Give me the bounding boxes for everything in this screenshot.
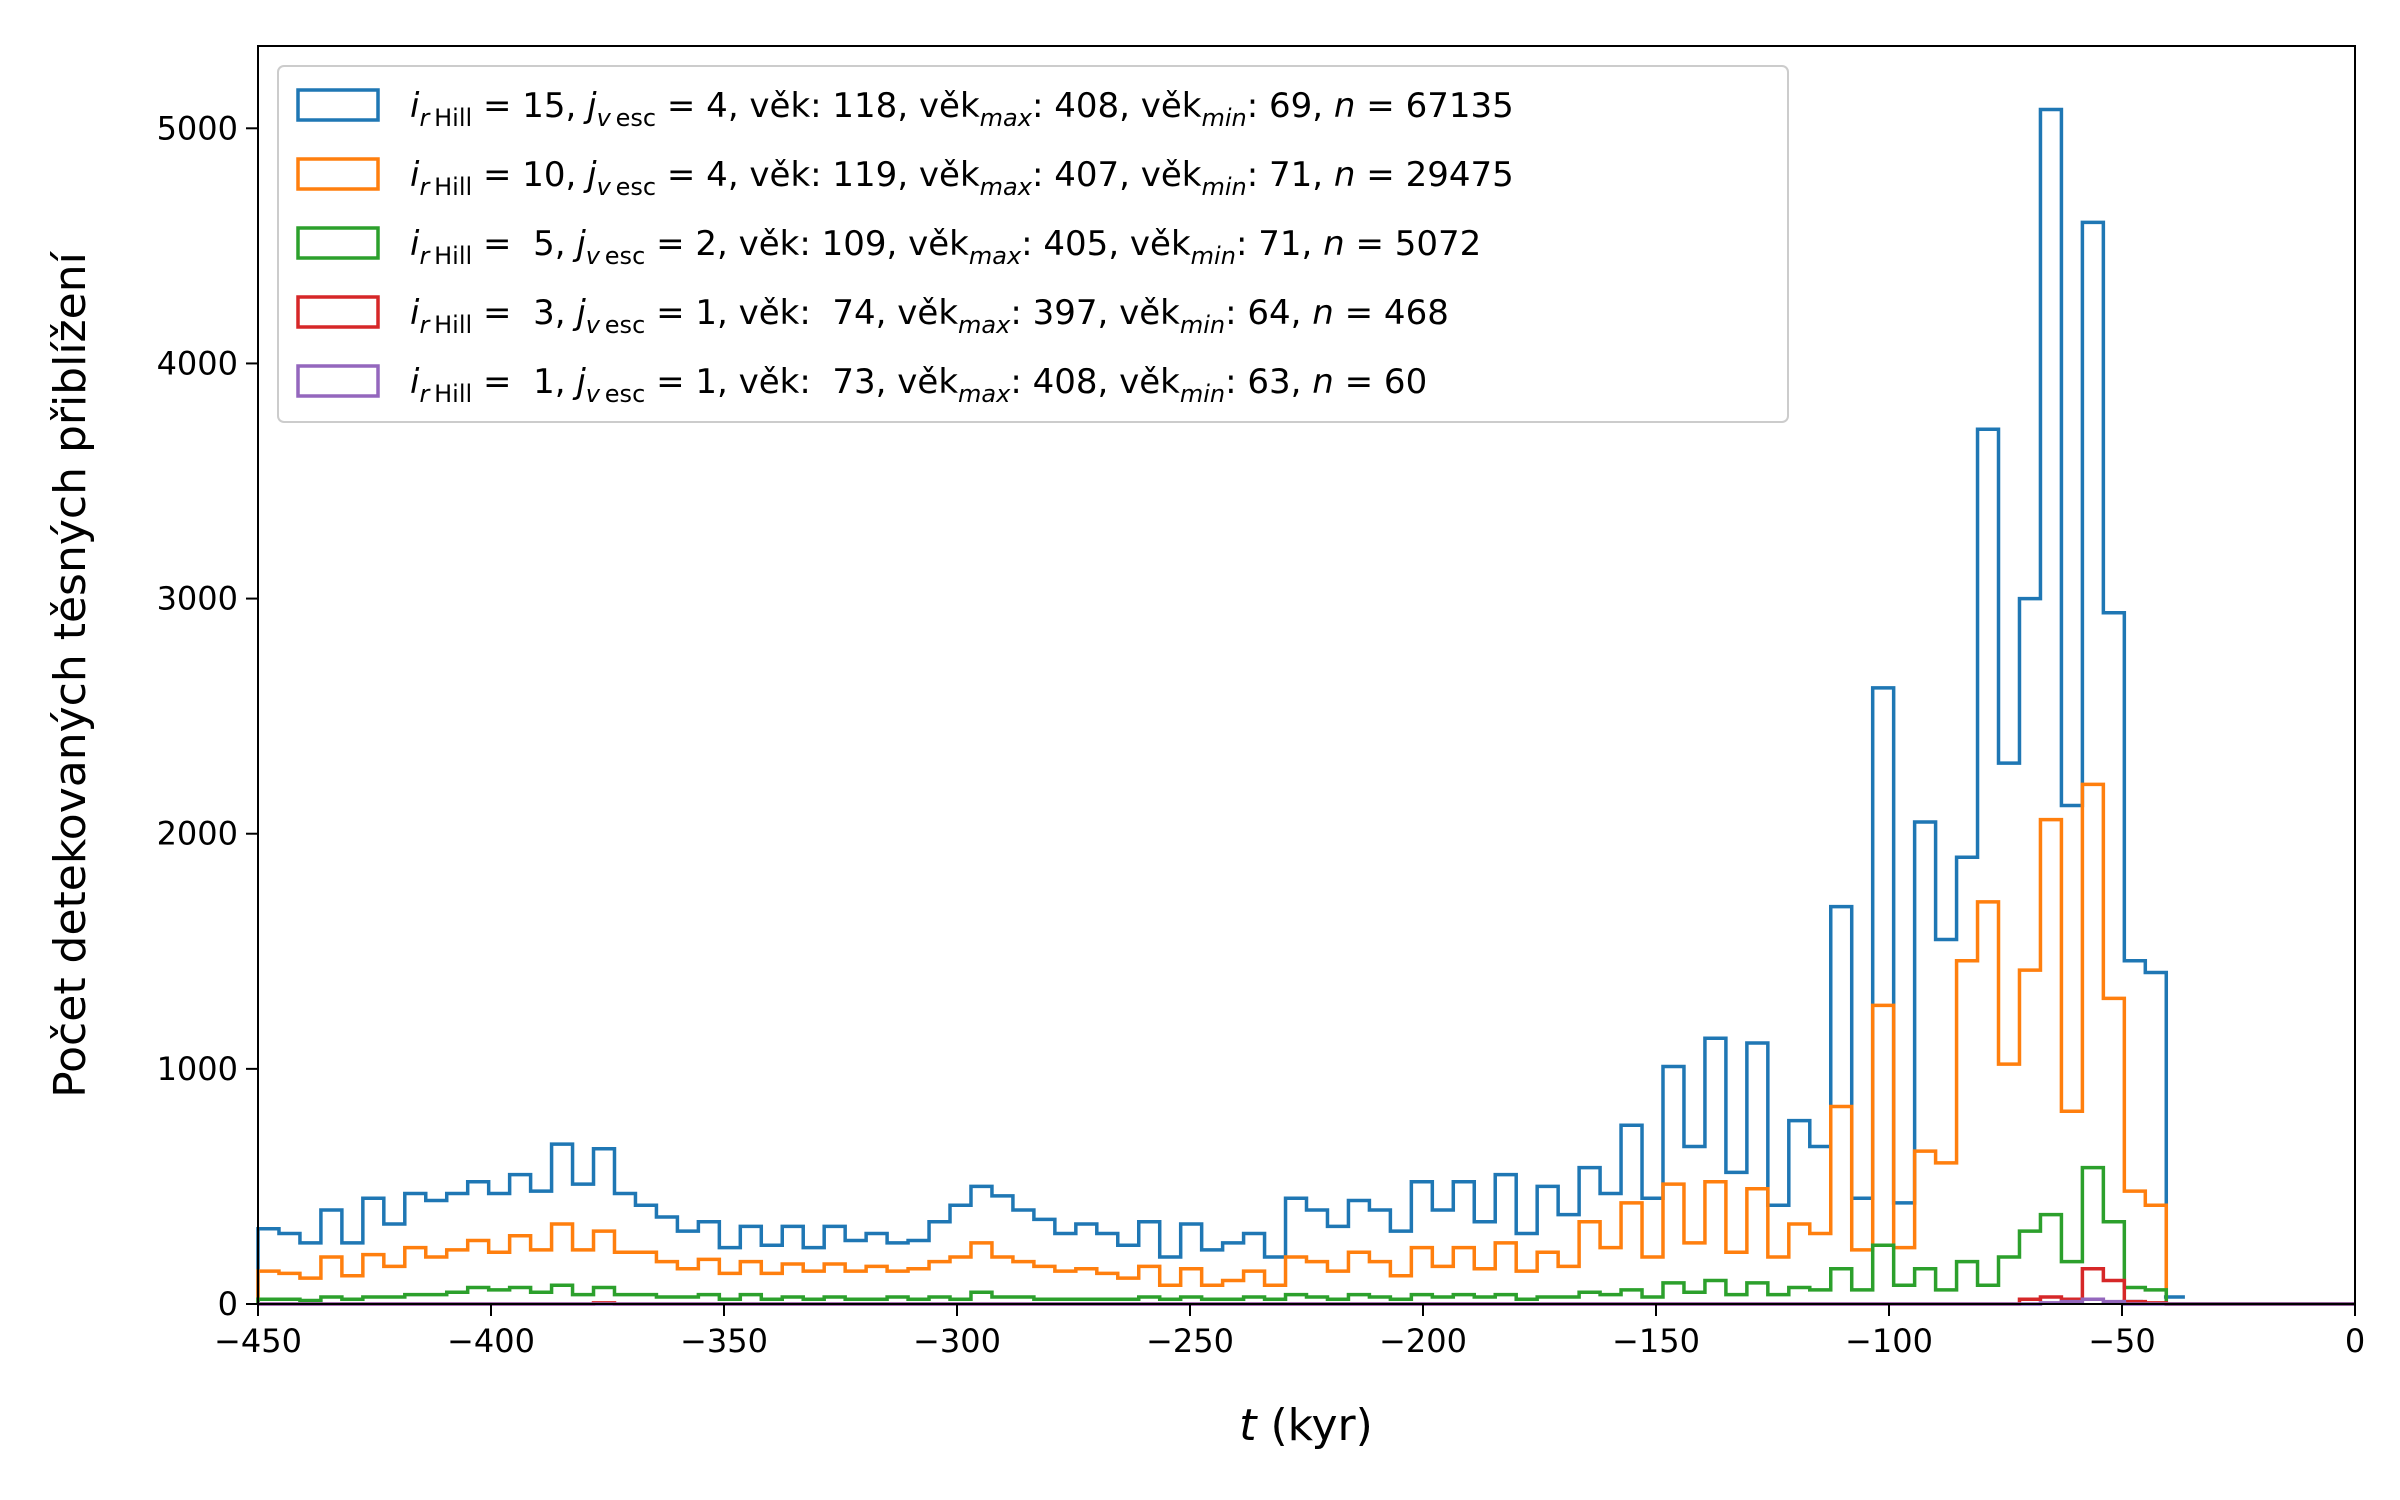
x-tick-label-7: −100 — [1845, 1322, 1933, 1360]
legend-swatch-1 — [296, 157, 380, 191]
legend-swatch-0 — [296, 88, 380, 122]
legend-entry-1: ir Hill = 10, jv esc = 4, věk: 119, věkm… — [410, 155, 1514, 201]
legend-swatch-4 — [296, 364, 380, 398]
x-tick-label-9: 0 — [2345, 1322, 2365, 1360]
y-tick-label-4: 4000 — [157, 344, 238, 382]
x-tick-label-8: −50 — [2088, 1322, 2156, 1360]
x-tick-label-5: −200 — [1379, 1322, 1467, 1360]
x-tick-label-6: −150 — [1612, 1322, 1700, 1360]
legend-frame — [277, 65, 1789, 423]
y-tick-label-5: 5000 — [157, 109, 238, 147]
x-axis-title: t (kyr) — [1239, 1400, 1373, 1451]
legend-entry-3: ir Hill = 3, jv esc = 1, věk: 74, věkmax… — [410, 293, 1449, 339]
legend-swatch-3 — [296, 295, 380, 329]
y-tick-label-2: 2000 — [157, 815, 238, 853]
legend-entry-4: ir Hill = 1, jv esc = 1, věk: 73, věkmax… — [410, 362, 1427, 408]
x-tick-label-1: −400 — [447, 1322, 535, 1360]
y-axis: 0 1000 2000 3000 4000 5000 — [157, 109, 258, 1323]
legend: ir Hill = 15, jv esc = 4, věk: 118, věkm… — [277, 65, 1789, 423]
axes-frame — [257, 45, 2356, 1305]
y-tick-label-1: 1000 — [157, 1050, 238, 1088]
series-2-steps — [256, 1165, 2355, 1306]
y-tick-label-3: 3000 — [157, 580, 238, 618]
x-tick-label-3: −300 — [913, 1322, 1001, 1360]
x-tick-label-2: −350 — [680, 1322, 768, 1360]
legend-swatch-2 — [296, 226, 380, 260]
y-tick-label-0: 0 — [218, 1285, 238, 1323]
x-tick-label-0: −450 — [214, 1322, 302, 1360]
series-0-steps — [256, 107, 2355, 1306]
y-axis-title: Počet detekovaných těsných přiblížení — [45, 250, 96, 1097]
legend-entry-0: ir Hill = 15, jv esc = 4, věk: 118, věkm… — [410, 86, 1514, 132]
legend-entry-2: ir Hill = 5, jv esc = 2, věk: 109, věkma… — [410, 224, 1481, 270]
x-tick-label-4: −250 — [1146, 1322, 1234, 1360]
x-axis: −450 −400 −350 −300 −250 −200 −150 −100 −50 0 — [214, 1304, 2365, 1360]
series-1-steps — [256, 782, 2355, 1306]
